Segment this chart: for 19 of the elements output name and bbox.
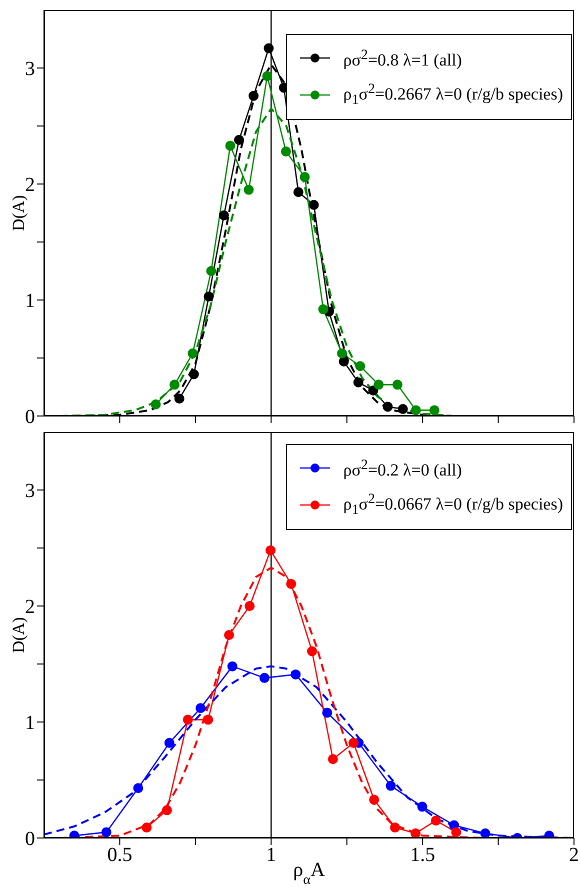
y-tick-label: 1 <box>25 290 35 312</box>
y-tick-label: 3 <box>25 58 35 80</box>
y-tick-label: 0 <box>25 828 35 850</box>
y-tick-label: 2 <box>25 596 35 618</box>
x-tick-label: 0.5 <box>107 844 132 866</box>
x-tick-label: 1 <box>266 844 276 866</box>
legend-label: ρσ$^{2}$=0.2 λ=0 (all) <box>343 456 462 482</box>
x-tick-label: 2 <box>569 844 579 866</box>
y-axis-title: D(A) <box>8 195 28 231</box>
legend-label: ρ$_{1}$σ$^{2}$=0.0667 λ=0 (r/g/b species) <box>343 490 563 520</box>
y-tick-label: 0 <box>25 406 35 428</box>
x-axis-title: ρ$_{α}$A <box>293 859 326 888</box>
y-tick-label: 3 <box>25 480 35 502</box>
y-tick-label: 1 <box>25 712 35 734</box>
legend-label: ρσ$^{2}$=0.8 λ=1 (all) <box>343 46 462 72</box>
x-tick-label: 1.5 <box>410 844 436 866</box>
y-axis-title: D(A) <box>8 617 28 653</box>
y-tick-label: 2 <box>25 174 35 196</box>
legend-label: ρ$_{1}$σ$^{2}$=0.2667 λ=0 (r/g/b species) <box>343 80 563 110</box>
